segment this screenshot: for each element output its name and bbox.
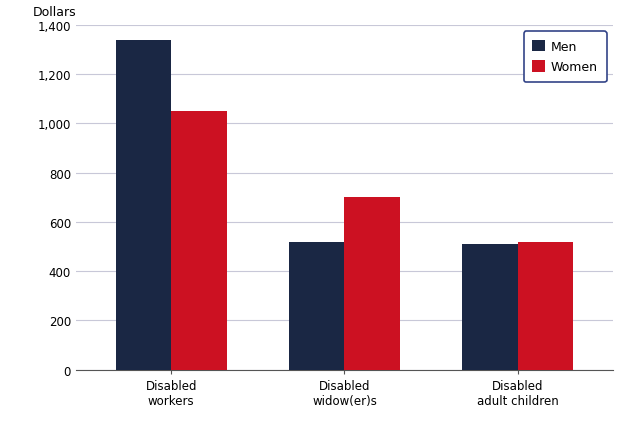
Bar [171, 112, 227, 370]
Bar [116, 40, 171, 370]
Legend: Men, Women: Men, Women [523, 32, 607, 83]
Bar [518, 242, 573, 370]
Bar [344, 198, 400, 370]
Bar [462, 245, 518, 370]
Bar [289, 242, 344, 370]
Text: Dollars: Dollars [33, 6, 76, 19]
